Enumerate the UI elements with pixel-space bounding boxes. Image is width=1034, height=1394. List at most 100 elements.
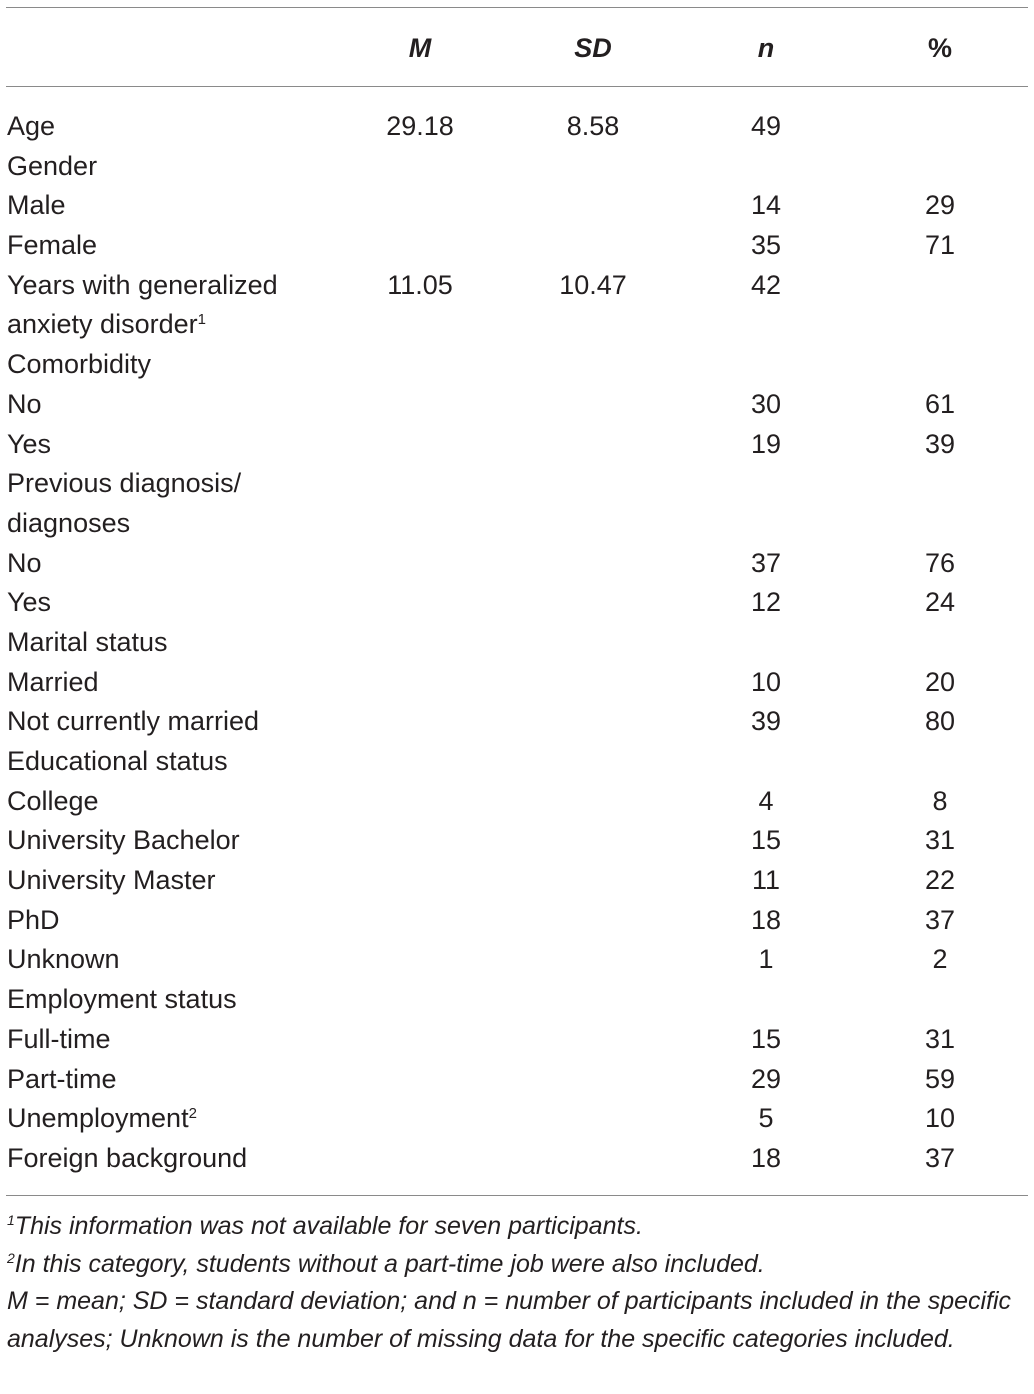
footnote-marker: 1 [197,311,206,329]
footnote-2: 2In this category, students without a pa… [7,1246,1022,1284]
row-label-text: Part-time [7,1063,117,1094]
row-label-text: University Master [7,865,216,896]
footnotes: 1This information was not available for … [7,1208,1022,1358]
row-label: No [7,385,307,425]
row-label-text: Not currently married [7,706,260,737]
footnote-abbreviations: M = mean; SD = standard deviation; and n… [7,1287,1012,1353]
header-sd: SD [574,33,612,63]
cell-percent: 80 [924,706,956,737]
cell-percent: 31 [924,1023,956,1054]
cell-percent: 39 [924,428,956,459]
table-row: Foreign background 18 37 [0,1139,1034,1179]
header-mean: M [408,33,432,63]
table-row: Marital status [0,623,1034,663]
row-label: Male [7,186,307,226]
footnote-2-mark: 2 [7,1249,15,1266]
row-label-text: College [7,785,99,816]
row-label-text: Previous diagnosis/ diagnoses [7,468,242,538]
table-row: Part-time 29 59 [0,1060,1034,1100]
row-label-text: Female [7,230,98,261]
table-row: Full-time 15 31 [0,1020,1034,1060]
cell-percent: 29 [924,190,956,221]
table-row: Yes 19 39 [0,425,1034,465]
row-label-text: Full-time [7,1023,111,1054]
table-row: Comorbidity [0,345,1034,385]
footnote-1-text: This information was not available for s… [14,1212,643,1240]
table-row: Gender [0,147,1034,187]
row-label-text: PhD [7,904,60,935]
cell-n: 19 [750,428,782,459]
cell-percent: 2 [932,944,948,975]
cell-n: 30 [750,388,782,419]
row-label: Educational status [7,742,307,782]
table-row: Years with generalized anxiety disorder1… [0,266,1034,345]
cell-n: 29 [750,1063,782,1094]
table-row: Female 35 71 [0,226,1034,266]
table-row: University Master 11 22 [0,861,1034,901]
row-label: Years with generalized anxiety disorder1 [7,266,307,345]
header-n: n [757,33,775,63]
cell-percent: 61 [924,388,956,419]
row-label: Marital status [7,623,307,663]
table-row: Unemployment2 5 10 [0,1099,1034,1139]
row-label: Unknown [7,940,307,980]
header-rule [6,86,1028,87]
row-label-text: Yes [7,587,52,618]
cell-percent: 31 [924,825,956,856]
table-row: Educational status [0,742,1034,782]
table-row: College 4 8 [0,782,1034,822]
footnote-marker: 2 [188,1105,197,1123]
row-label: University Bachelor [7,821,307,861]
row-label: Previous diagnosis/ diagnoses [7,464,307,543]
table-row: No 30 61 [0,385,1034,425]
cell-n: 14 [750,190,782,221]
row-label-text: Years with generalized anxiety disorder [7,269,278,340]
cell-sd: 8.58 [566,111,620,141]
cell-percent: 37 [924,1142,956,1173]
row-label-text: No [7,388,42,419]
row-label-text: Unemployment [7,1103,189,1134]
row-label-text: No [7,547,42,578]
row-label-text: Comorbidity [7,349,152,380]
cell-n: 49 [750,111,782,141]
cell-percent: 71 [924,230,956,261]
cell-mean: 29.18 [386,111,454,141]
cell-n: 11 [751,865,781,896]
row-label: PhD [7,901,307,941]
cell-n: 15 [750,1023,782,1054]
row-label: University Master [7,861,307,901]
table-row: Male 14 29 [0,186,1034,226]
row-label: Yes [7,425,307,465]
table-body: Age 29.18 8.58 49 Gender Male 14 29 Female 35 71 Ye… [0,107,1034,1179]
row-label: Part-time [7,1060,307,1100]
row-label: Gender [7,147,307,187]
cell-percent: 37 [924,904,956,935]
row-label: Female [7,226,307,266]
cell-n: 12 [750,587,782,618]
footnote-1-mark: 1 [7,1212,15,1228]
cell-n: 4 [758,785,774,816]
table-row: Previous diagnosis/ diagnoses [0,464,1034,543]
row-label: College [7,782,307,822]
table-row: Married 10 20 [0,663,1034,703]
table-row: Unknown 1 2 [0,940,1034,980]
table-row: No 37 76 [0,544,1034,584]
row-label: Full-time [7,1020,307,1060]
cell-percent: 76 [924,547,956,578]
row-label-text: Employment status [7,984,237,1015]
row-label-text: Age [7,111,56,141]
table-row: Employment status [0,980,1034,1020]
header-percent: % [927,33,952,63]
row-label: No [7,544,307,584]
cell-n: 35 [750,230,782,261]
row-label: Yes [7,583,307,623]
row-label: Foreign background [7,1139,307,1179]
row-label-text: Marital status [7,626,168,657]
row-label: Not currently married [7,702,307,742]
cell-sd: 10.47 [559,269,627,300]
cell-n: 18 [750,904,782,935]
row-label-text: Foreign background [7,1142,248,1173]
row-label-text: Gender [7,150,98,181]
table-row: Yes 12 24 [0,583,1034,623]
row-label-text: Educational status [7,746,228,777]
